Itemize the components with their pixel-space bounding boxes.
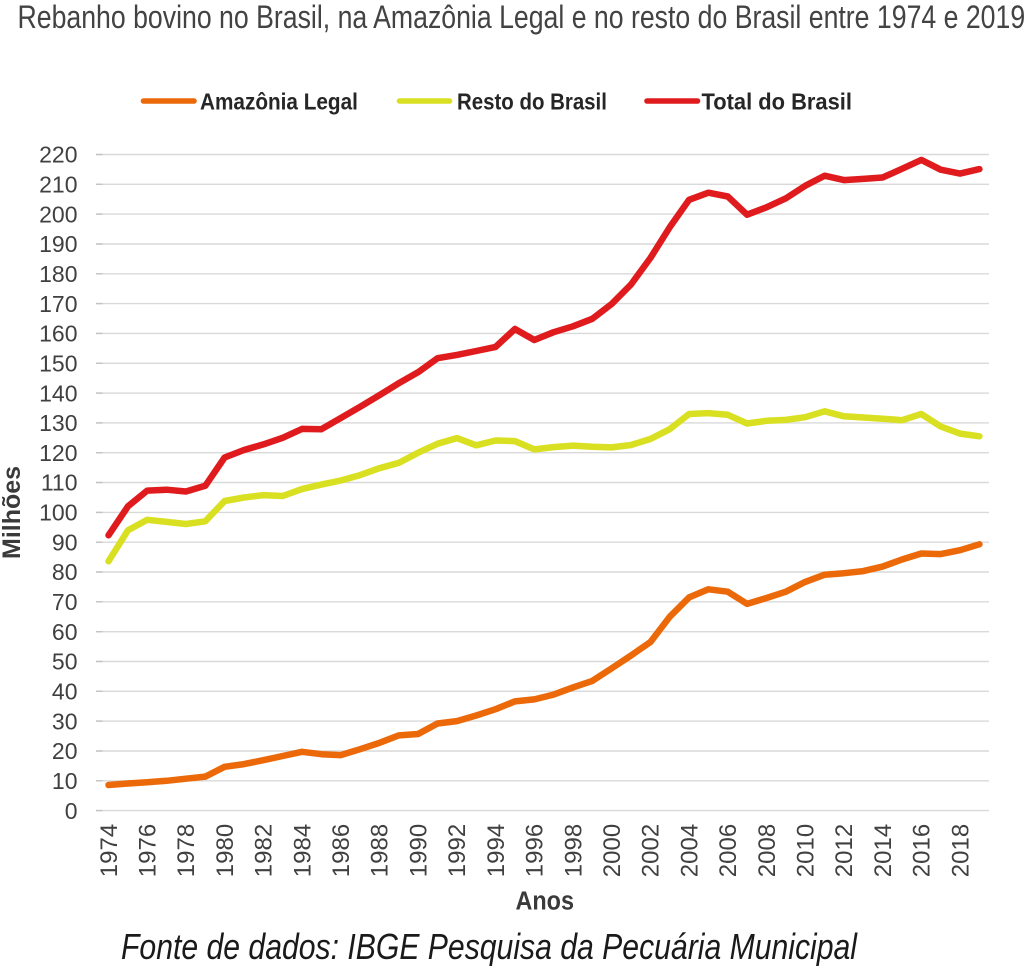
svg-text:0: 0 [65,798,78,824]
svg-text:Resto do Brasil: Resto do Brasil [457,88,607,115]
svg-text:1990: 1990 [405,824,432,877]
svg-text:Total do Brasil: Total do Brasil [702,88,852,115]
svg-text:2002: 2002 [638,824,665,877]
svg-text:2010: 2010 [793,824,820,877]
svg-text:140: 140 [39,380,77,406]
svg-text:2014: 2014 [870,824,897,877]
svg-text:1974: 1974 [96,824,123,877]
svg-text:1988: 1988 [367,824,394,877]
svg-text:160: 160 [39,321,77,347]
svg-text:180: 180 [39,261,77,287]
svg-text:1982: 1982 [251,824,278,877]
svg-text:110: 110 [41,470,78,496]
svg-text:2016: 2016 [909,824,936,877]
svg-text:1996: 1996 [522,824,549,877]
svg-text:100: 100 [39,500,77,526]
svg-text:1998: 1998 [560,824,587,877]
svg-text:150: 150 [39,351,77,377]
svg-text:1980: 1980 [212,824,239,877]
svg-text:2000: 2000 [599,824,626,877]
svg-text:60: 60 [52,619,78,645]
svg-text:Anos: Anos [516,887,574,915]
svg-text:1986: 1986 [328,824,355,877]
svg-text:1978: 1978 [173,824,200,877]
svg-text:Milhões: Milhões [0,466,26,559]
svg-text:20: 20 [52,738,78,764]
svg-text:2012: 2012 [831,824,858,877]
svg-text:Rebanho bovino no Brasil, na A: Rebanho bovino no Brasil, na Amazônia Le… [18,0,1024,35]
svg-text:30: 30 [52,708,78,734]
svg-text:170: 170 [39,291,77,317]
svg-text:50: 50 [52,649,78,675]
svg-text:2006: 2006 [715,824,742,877]
svg-text:70: 70 [52,589,78,615]
svg-text:10: 10 [52,768,78,794]
svg-text:1976: 1976 [135,824,162,877]
svg-text:220: 220 [39,142,77,168]
svg-text:Amazônia Legal: Amazônia Legal [200,88,358,114]
svg-text:90: 90 [52,529,78,555]
svg-text:130: 130 [39,410,77,436]
svg-text:1984: 1984 [289,824,316,877]
svg-text:1994: 1994 [483,824,510,877]
svg-text:1992: 1992 [444,824,471,877]
svg-text:80: 80 [52,559,78,585]
svg-text:Fonte de dados: IBGE Pesquisa: Fonte de dados: IBGE Pesquisa da Pecuári… [121,928,858,966]
svg-text:40: 40 [52,679,78,705]
svg-text:2008: 2008 [754,824,781,877]
svg-text:120: 120 [39,440,77,466]
svg-text:210: 210 [39,172,77,198]
svg-text:2004: 2004 [676,824,703,877]
svg-text:190: 190 [39,231,77,257]
svg-text:200: 200 [39,201,77,227]
svg-text:2018: 2018 [947,824,974,877]
